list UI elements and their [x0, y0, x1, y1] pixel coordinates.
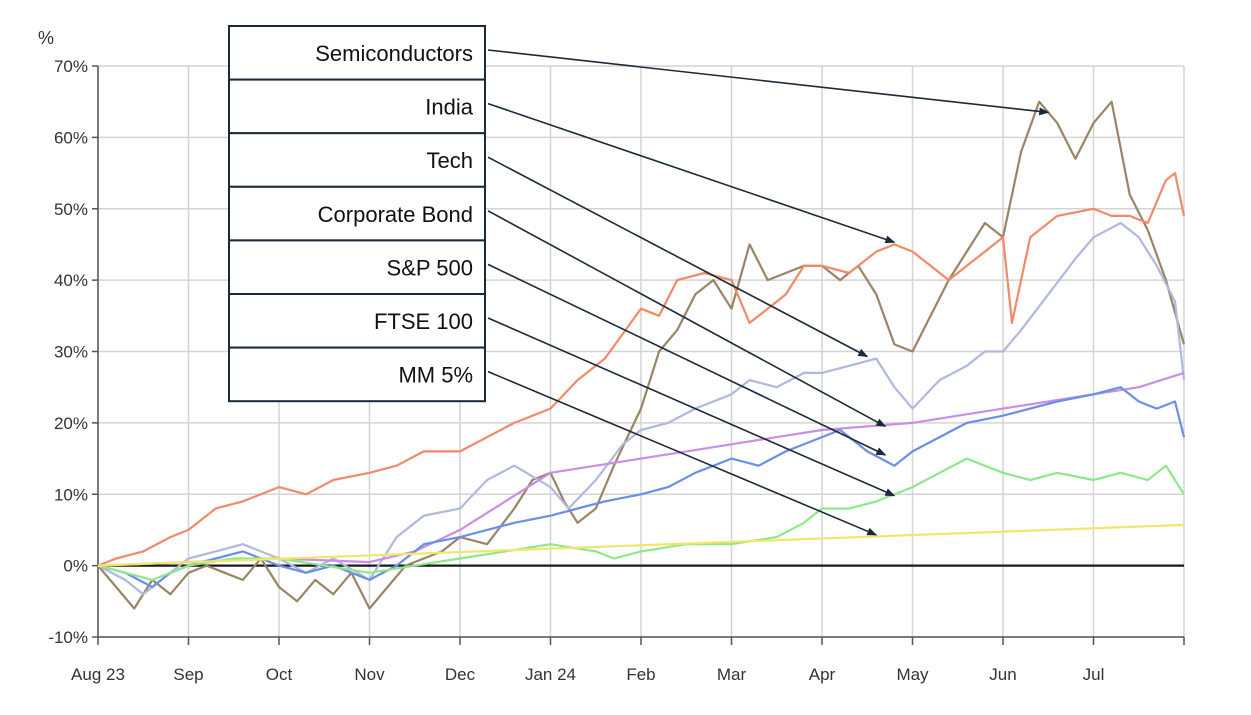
legend-box-corporate-bond: [228, 185, 486, 242]
legend-box-s-p-500: [228, 239, 486, 295]
y-tick-label: 20%: [54, 414, 88, 433]
legend-label-tech: Tech: [427, 148, 473, 173]
x-tick-label: Dec: [445, 665, 476, 684]
axes: % -10% 0% 10% 20% 30% 40% 50% 60% 70% Aug 23 Sep Oct…: [38, 28, 1185, 684]
x-tick-label: Jan 24: [525, 665, 576, 684]
x-tick-label: Oct: [266, 665, 293, 684]
legend-box-mm-5: [228, 346, 486, 403]
series-line-india: [97, 172, 1186, 567]
legend: Semiconductors India Tech Corporate Bond S&P…: [228, 25, 1050, 536]
y-tick-label: 70%: [54, 57, 88, 76]
legend-arrow-semiconductors: [487, 49, 1050, 116]
legend-label-mm-5: MM 5%: [398, 363, 473, 388]
legend-arrow-corporate-bond: [487, 210, 887, 428]
y-tick-label: 10%: [54, 485, 88, 504]
y-tick-label: 30%: [54, 343, 88, 362]
y-tick-label: 50%: [54, 200, 88, 219]
legend-arrow-tech: [487, 156, 869, 358]
legend-box-semiconductors: [228, 25, 486, 81]
y-tick-label: 60%: [54, 128, 88, 147]
series-line-ftse-100: [97, 457, 1185, 581]
x-tick-label: Jun: [989, 665, 1016, 684]
x-tick-label: Apr: [809, 665, 836, 684]
series-line-s-p-500: [97, 386, 1186, 589]
y-tick-label: 40%: [54, 271, 88, 290]
x-tick-label: Jul: [1083, 665, 1105, 684]
legend-label-s-p-500: S&P 500: [387, 255, 473, 280]
x-tick-label: May: [896, 665, 929, 684]
y-tick-label: 0%: [63, 557, 88, 576]
series-line-corporate-bond: [97, 371, 1185, 567]
legend-arrow-s-p-500: [487, 263, 887, 456]
x-tick-label: Aug 23: [71, 665, 125, 684]
legend-box-ftse-100: [228, 293, 486, 349]
legend-arrow-india: [487, 102, 896, 244]
x-tick-label: Nov: [354, 665, 385, 684]
series-line-mm-5: [97, 523, 1185, 567]
legend-box-india: [228, 78, 486, 135]
legend-box-tech: [228, 132, 486, 188]
x-tick-label: Sep: [173, 665, 203, 684]
x-tick-label: Mar: [717, 665, 747, 684]
legend-arrow-ftse-100: [487, 317, 896, 497]
legend-label-semiconductors: Semiconductors: [315, 41, 473, 66]
legend-label-ftse-100: FTSE 100: [374, 309, 473, 334]
x-tick-label: Feb: [626, 665, 655, 684]
legend-arrow-mm-5: [487, 370, 878, 536]
y-tick-label: -10%: [48, 628, 88, 647]
legend-label-corporate-bond: Corporate Bond: [318, 202, 473, 227]
y-unit-label: %: [38, 28, 54, 48]
legend-label-india: India: [425, 95, 473, 120]
